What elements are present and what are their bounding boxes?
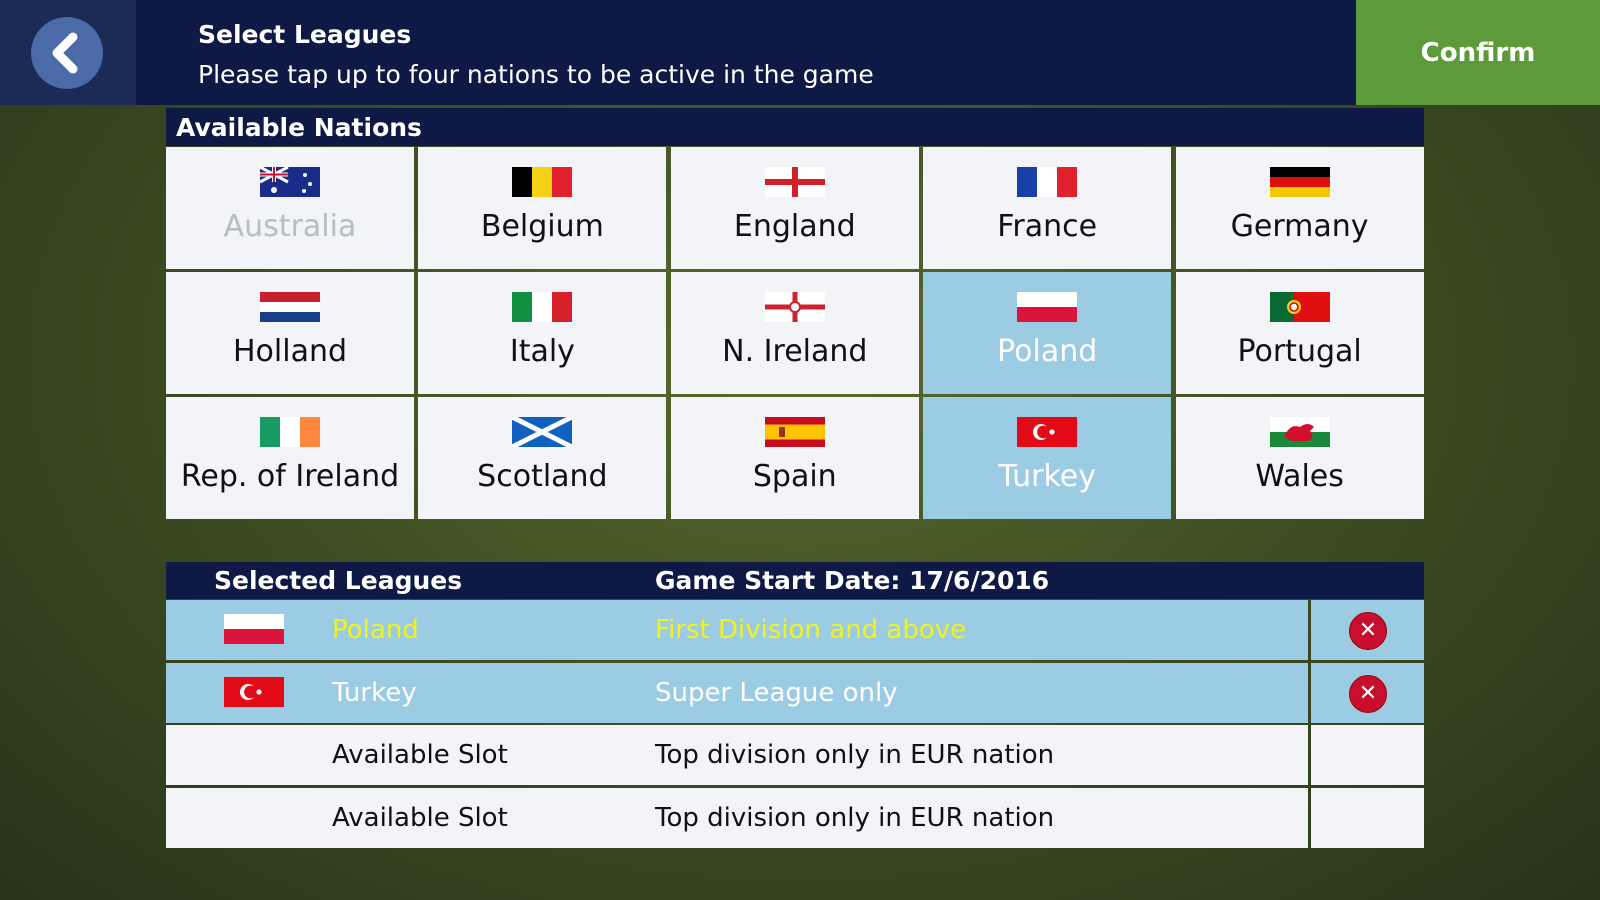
nation-label: Turkey bbox=[998, 459, 1096, 494]
confirm-button[interactable]: Confirm bbox=[1356, 0, 1600, 105]
back-button[interactable] bbox=[31, 17, 103, 89]
flag bbox=[764, 417, 825, 447]
league-division: Top division only in EUR nation bbox=[655, 740, 1055, 770]
flag bbox=[1269, 167, 1330, 197]
nation-label: Belgium bbox=[480, 209, 604, 244]
nation-label: France bbox=[997, 209, 1098, 244]
flag bbox=[260, 417, 320, 447]
title: Select Leagues bbox=[198, 20, 412, 49]
nation-cell[interactable]: N. Ireland bbox=[670, 272, 919, 394]
nation-cell[interactable]: Wales bbox=[1175, 397, 1424, 519]
nation-label: Australia bbox=[223, 209, 357, 244]
selected-header: Selected Leagues Game Start Date: 17/6/2… bbox=[166, 562, 1424, 599]
league-division: Super League only bbox=[655, 677, 898, 708]
league-row[interactable]: Available Slot Top division only in EUR n… bbox=[166, 787, 1308, 848]
nation-cell[interactable]: Australia bbox=[166, 147, 414, 269]
nation-label: Holland bbox=[232, 334, 348, 369]
flag bbox=[1269, 292, 1330, 322]
remove-cell: ✕ bbox=[1311, 662, 1424, 723]
nation-label: Italy bbox=[509, 334, 575, 369]
nation-label: Germany bbox=[1230, 209, 1369, 244]
flag bbox=[512, 167, 573, 197]
nation-cell[interactable]: Germany bbox=[1175, 147, 1424, 269]
nation-label: N. Ireland bbox=[722, 334, 868, 369]
flag bbox=[512, 292, 573, 322]
nation-label: England bbox=[733, 209, 856, 244]
flag bbox=[1017, 167, 1078, 197]
remove-cell: ✕ bbox=[1311, 600, 1424, 660]
nation-cell[interactable]: Portugal bbox=[1175, 272, 1424, 394]
remove-button[interactable]: ✕ bbox=[1349, 612, 1387, 650]
league-nation: Available Slot bbox=[332, 740, 508, 770]
flag bbox=[260, 167, 320, 197]
nation-cell[interactable]: Turkey bbox=[923, 397, 1172, 519]
nation-cell[interactable]: Spain bbox=[670, 397, 919, 519]
flag bbox=[224, 676, 284, 707]
flag bbox=[1269, 417, 1330, 447]
league-division: Top division only in EUR nation bbox=[655, 802, 1055, 833]
nation-cell[interactable]: Poland bbox=[923, 272, 1172, 394]
remove-button[interactable]: ✕ bbox=[1349, 674, 1387, 713]
nation-cell[interactable]: England bbox=[670, 147, 919, 269]
flag bbox=[1017, 292, 1078, 322]
nation-label: Spain bbox=[752, 459, 837, 494]
league-nation: Available Slot bbox=[332, 802, 508, 833]
nation-label: Wales bbox=[1255, 459, 1344, 494]
subtitle: Please tap up to four nations to be acti… bbox=[198, 60, 874, 89]
nations-header: Available Nations bbox=[166, 108, 1424, 146]
back-panel bbox=[0, 0, 136, 105]
back-icon bbox=[52, 32, 78, 74]
title-bar: Select Leagues Please tap up to four nat… bbox=[136, 0, 1356, 105]
league-nation: Turkey bbox=[332, 677, 417, 708]
nation-cell[interactable]: France bbox=[923, 147, 1172, 269]
nation-label: Portugal bbox=[1237, 334, 1362, 369]
start-date: Game Start Date: 17/6/2016 bbox=[655, 566, 1050, 595]
remove-cell bbox=[1311, 787, 1424, 848]
remove-cell bbox=[1311, 725, 1424, 785]
nation-cell[interactable]: Belgium bbox=[418, 147, 667, 269]
league-row[interactable]: Poland First Division and above bbox=[166, 600, 1308, 660]
nation-label: Rep. of Ireland bbox=[180, 459, 400, 494]
nation-cell[interactable]: Italy bbox=[418, 272, 667, 394]
selected-title: Selected Leagues bbox=[214, 566, 463, 595]
league-row[interactable]: Turkey Super League only bbox=[166, 662, 1308, 723]
nation-cell[interactable]: Holland bbox=[166, 272, 414, 394]
nations-title: Available Nations bbox=[176, 113, 422, 142]
league-division: First Division and above bbox=[655, 615, 967, 645]
flag bbox=[1017, 417, 1078, 447]
flag bbox=[764, 167, 825, 197]
league-nation: Poland bbox=[332, 615, 419, 645]
league-row[interactable]: Available Slot Top division only in EUR n… bbox=[166, 725, 1308, 785]
nation-cell[interactable]: Scotland bbox=[418, 397, 667, 519]
flag bbox=[764, 292, 825, 322]
nation-cell[interactable]: Rep. of Ireland bbox=[166, 397, 414, 519]
nation-label: Scotland bbox=[477, 459, 608, 494]
flag bbox=[224, 614, 284, 644]
flag bbox=[260, 292, 320, 322]
flag bbox=[512, 417, 573, 447]
nation-label: Poland bbox=[997, 334, 1098, 369]
